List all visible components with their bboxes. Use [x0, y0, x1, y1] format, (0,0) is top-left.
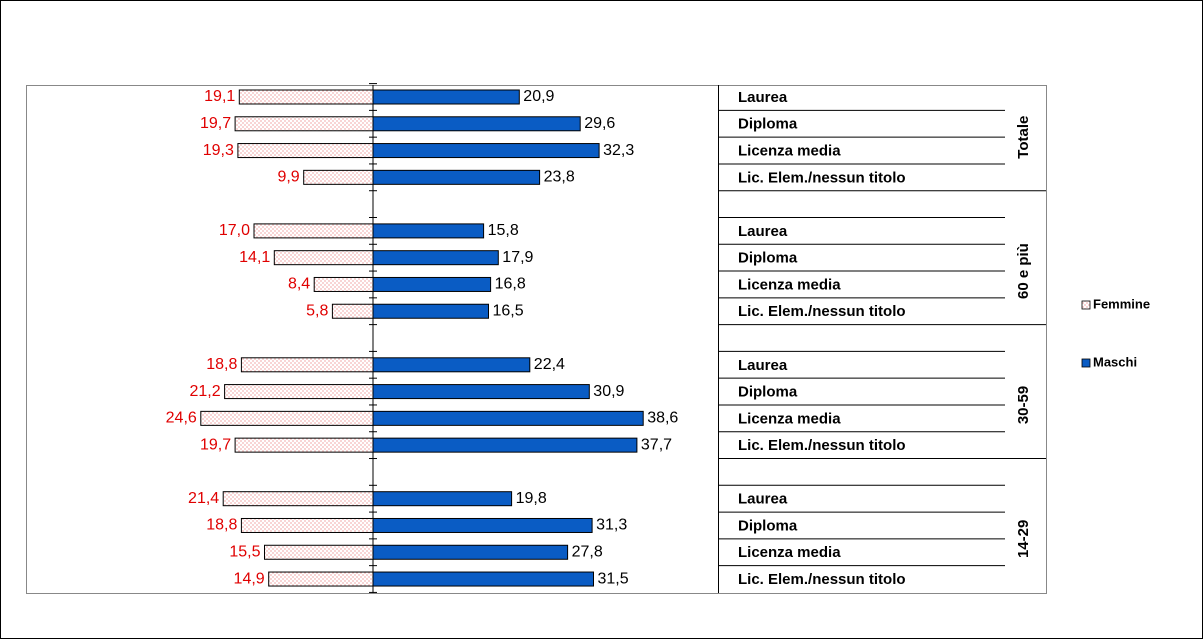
value-label: 18,8 — [206, 356, 237, 373]
value-label: 15,8 — [488, 222, 519, 239]
category-label: Lic. Elem./nessun titolo — [738, 437, 906, 454]
bar — [372, 143, 600, 159]
category-label: Diploma — [738, 116, 798, 133]
category-label: Diploma — [738, 384, 798, 401]
value-label: 19,7 — [200, 115, 231, 132]
category-label: Lic. Elem./nessun titolo — [738, 303, 906, 320]
bar — [372, 250, 499, 266]
value-label: 17,0 — [219, 222, 250, 239]
category-label: Lic. Elem./nessun titolo — [738, 169, 906, 186]
bar — [313, 276, 374, 292]
group-label: Totale — [1015, 116, 1032, 159]
value-label: 32,3 — [603, 142, 634, 159]
bar — [222, 491, 374, 507]
bar — [372, 223, 485, 239]
bar — [372, 384, 590, 400]
value-label: 21,4 — [188, 490, 219, 507]
bar — [372, 303, 489, 319]
legend-swatch — [1081, 358, 1091, 368]
bar — [372, 169, 541, 185]
bar — [372, 116, 581, 132]
bar — [273, 250, 374, 266]
category-label: Diploma — [738, 250, 798, 267]
category-label: Laurea — [738, 491, 788, 508]
category-label: Licenza media — [738, 544, 841, 561]
plot-frame — [26, 85, 1047, 594]
value-label: 22,4 — [534, 356, 565, 373]
category-label: Lic. Elem./nessun titolo — [738, 571, 906, 588]
bar — [372, 571, 594, 587]
value-label: 19,7 — [200, 436, 231, 453]
legend-label: Femmine — [1093, 296, 1150, 311]
value-label: 21,2 — [189, 383, 220, 400]
value-label: 16,5 — [493, 302, 524, 319]
value-label: 15,5 — [229, 543, 260, 560]
category-label: Licenza media — [738, 276, 841, 293]
legend-swatch — [1081, 300, 1091, 310]
value-label: 31,5 — [598, 570, 629, 587]
bar — [264, 544, 374, 560]
bar — [200, 410, 374, 426]
bar — [372, 276, 492, 292]
value-label: 20,9 — [523, 88, 554, 105]
bar — [224, 384, 374, 400]
value-label: 18,8 — [206, 517, 237, 534]
value-label: 24,6 — [166, 410, 197, 427]
bar — [372, 437, 638, 453]
bar — [238, 89, 374, 105]
bar — [372, 544, 569, 560]
value-label: 30,9 — [593, 383, 624, 400]
bar — [372, 517, 593, 533]
bar — [372, 491, 513, 507]
value-label: 19,3 — [203, 142, 234, 159]
bar — [331, 303, 374, 319]
category-label: Licenza media — [738, 410, 841, 427]
value-label: 31,3 — [596, 517, 627, 534]
bar — [268, 571, 374, 587]
value-label: 8,4 — [288, 276, 310, 293]
value-label: 29,6 — [584, 115, 615, 132]
value-label: 38,6 — [647, 410, 678, 427]
bar — [372, 89, 520, 105]
value-label: 27,8 — [572, 543, 603, 560]
value-label: 23,8 — [544, 169, 575, 186]
value-label: 5,8 — [306, 302, 328, 319]
value-label: 19,1 — [204, 88, 235, 105]
group-label: 14-29 — [1015, 520, 1032, 558]
category-label: Laurea — [738, 89, 788, 106]
category-label: Licenza media — [738, 143, 841, 160]
category-label: Diploma — [738, 517, 798, 534]
value-label: 37,7 — [641, 436, 672, 453]
bar — [253, 223, 374, 239]
bar — [303, 169, 374, 185]
group-label: 60 e più — [1015, 243, 1032, 299]
bar — [234, 116, 374, 132]
value-label: 14,1 — [239, 249, 270, 266]
bar — [372, 410, 644, 426]
bar — [240, 517, 374, 533]
value-label: 17,9 — [502, 249, 533, 266]
category-label: Laurea — [738, 357, 788, 374]
value-label: 9,9 — [277, 169, 299, 186]
legend-label: Maschi — [1093, 354, 1137, 369]
value-label: 16,8 — [495, 276, 526, 293]
bar — [240, 357, 374, 373]
group-label: 30-59 — [1015, 386, 1032, 424]
category-label: Laurea — [738, 223, 788, 240]
value-label: 19,8 — [516, 490, 547, 507]
bar — [234, 437, 374, 453]
bar — [372, 357, 531, 373]
bar — [237, 143, 374, 159]
value-label: 14,9 — [234, 570, 265, 587]
